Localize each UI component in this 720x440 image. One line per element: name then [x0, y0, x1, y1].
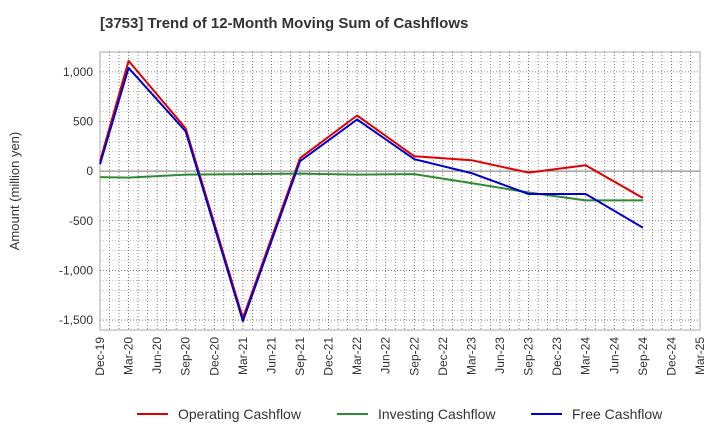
y-axis-title: Amount (million yen) — [7, 132, 22, 251]
x-tick-label: Mar-24 — [579, 337, 593, 375]
x-tick-label: Dec-23 — [550, 337, 564, 376]
y-tick-label: 0 — [86, 164, 93, 178]
x-tick-label: Dec-24 — [664, 337, 678, 376]
legend: Operating Cashflow Investing Cashflow Free… — [137, 406, 663, 422]
y-tick-label: -500 — [69, 214, 93, 228]
x-tick-label: Sep-21 — [293, 337, 307, 376]
x-tick-label: Mar-25 — [693, 337, 707, 375]
operating-cashflow-legend-label: Operating Cashflow — [178, 406, 302, 422]
x-tick-label: Mar-23 — [464, 337, 478, 375]
x-tick-label: Dec-19 — [93, 337, 107, 376]
free-cashflow-line — [99, 66, 644, 323]
y-tick-label: -1,500 — [59, 313, 93, 327]
x-tick-label: Dec-22 — [436, 337, 450, 376]
y-tick-labels: 1,000 500 0 -500 -1,000 -1,500 — [59, 65, 93, 327]
y-tick-label: -1,000 — [59, 263, 93, 277]
operating-cashflow-line — [99, 59, 644, 320]
investing-cashflow-legend-label: Investing Cashflow — [378, 406, 496, 422]
x-tick-label: Mar-20 — [122, 337, 136, 375]
x-tick-label: Mar-22 — [350, 337, 364, 375]
series-layer — [99, 59, 644, 323]
x-tick-label: Sep-24 — [636, 337, 650, 376]
y-tick-label: 500 — [73, 115, 93, 129]
x-tick-label: Dec-21 — [322, 337, 336, 376]
x-tick-label: Jun-21 — [264, 337, 278, 374]
x-tick-label: Dec-20 — [207, 337, 221, 376]
y-tick-label: 1,000 — [63, 65, 93, 79]
investing-cashflow-line — [99, 172, 643, 202]
x-tick-label: Jun-23 — [493, 337, 507, 374]
x-tick-label: Sep-22 — [407, 337, 421, 376]
free-cashflow-legend-label: Free Cashflow — [572, 406, 663, 422]
x-tick-label: Jun-22 — [379, 337, 393, 374]
x-tick-label: Jun-24 — [607, 337, 621, 374]
x-tick-label: Sep-23 — [522, 337, 536, 376]
x-tick-label: Mar-21 — [236, 337, 250, 375]
chart-title: [3753] Trend of 12-Month Moving Sum of C… — [100, 15, 469, 32]
x-tick-label: Jun-20 — [150, 337, 164, 374]
x-tick-labels: Dec-19 Mar-20 Jun-20 Sep-20 Dec-20 Mar-21 Jun-… — [93, 337, 707, 376]
x-tick-label: Sep-20 — [179, 337, 193, 376]
